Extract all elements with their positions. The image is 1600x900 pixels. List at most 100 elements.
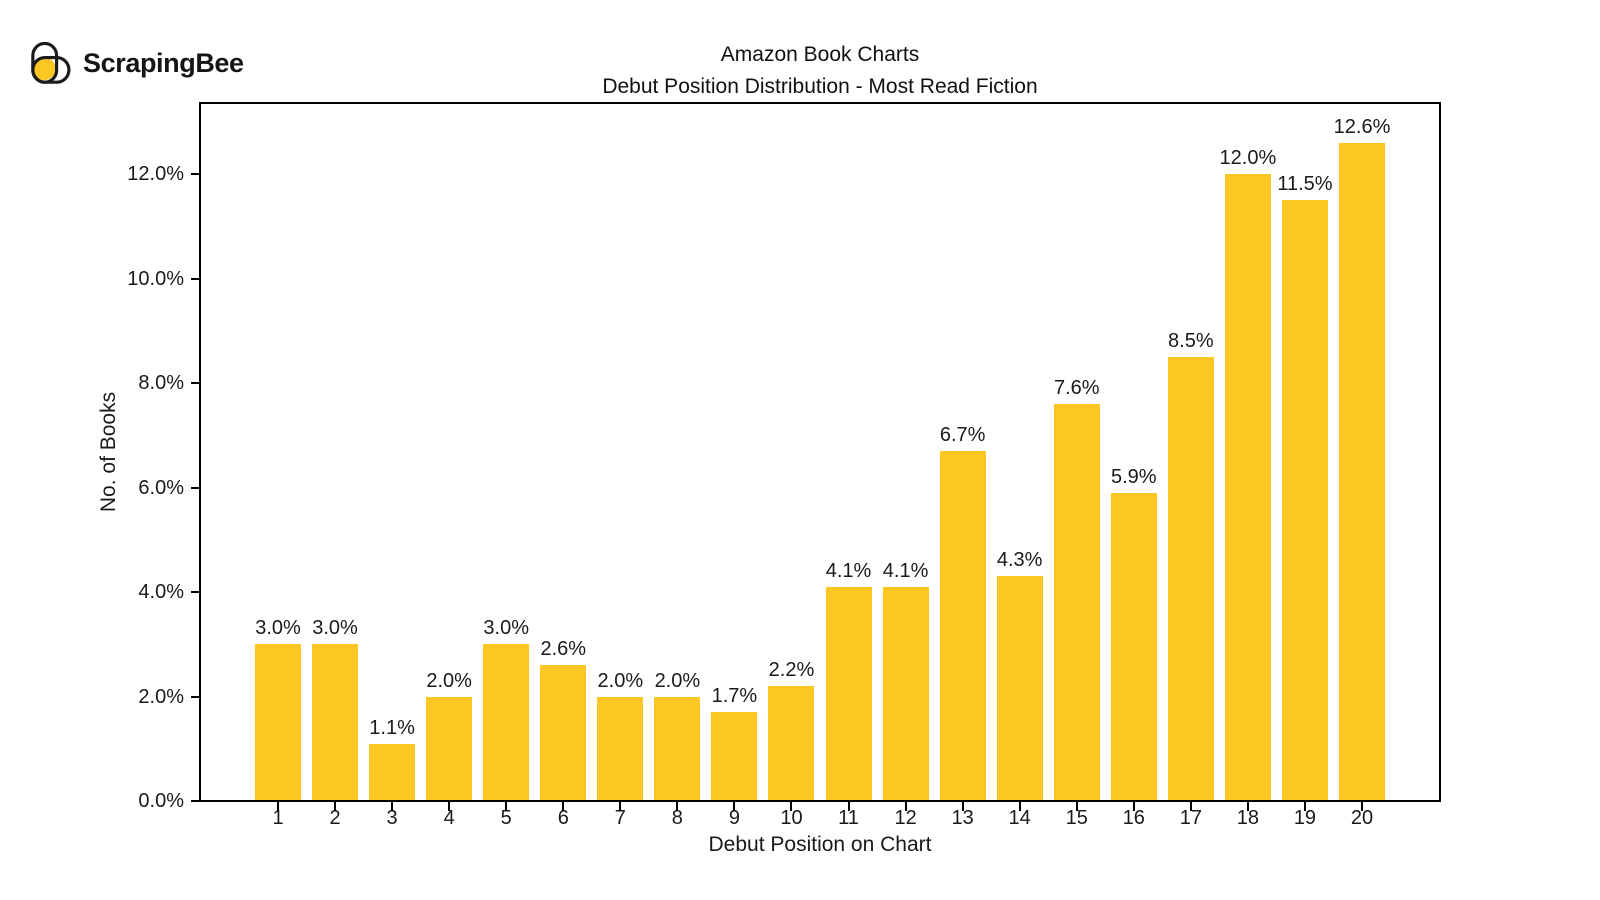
x-tick-label: 7 <box>614 807 626 829</box>
bar <box>939 450 986 801</box>
x-axis-label: Debut Position on Chart <box>708 833 932 856</box>
logo-yellow-circle <box>32 57 56 81</box>
bar-value-label: 8.5% <box>1168 329 1214 352</box>
bar <box>654 696 701 801</box>
x-tick <box>562 802 565 811</box>
x-tick <box>277 802 279 811</box>
y-tick-label: 8.0% <box>138 372 184 395</box>
x-tick <box>1189 802 1192 811</box>
bar <box>540 665 587 801</box>
y-tick <box>191 173 200 176</box>
x-tick <box>961 802 964 811</box>
x-tick <box>904 802 907 811</box>
bar-value-label: 4.1% <box>825 559 872 582</box>
scrapingbee-logo: ScrapingBee <box>28 38 244 88</box>
bar-value-label: 7.6% <box>1053 376 1100 399</box>
bar-value-label: 4.1% <box>882 559 929 582</box>
bar <box>1053 403 1100 801</box>
bar <box>597 696 644 801</box>
x-tick <box>505 802 508 811</box>
chart-title: Amazon Book Charts <box>720 43 920 66</box>
y-tick <box>191 277 200 280</box>
bar-value-label: 4.3% <box>996 549 1043 572</box>
bar-value-label: 11.5% <box>1277 173 1333 196</box>
bar-value-label: 3.0% <box>483 617 529 640</box>
bar-value-label: 5.9% <box>1110 465 1157 488</box>
y-tick <box>191 695 200 698</box>
x-tick <box>847 802 850 811</box>
x-tick-label: 11 <box>838 807 859 829</box>
chart-subtitle: Debut Position Distribution - Most Read … <box>602 75 1038 98</box>
y-tick-label: 12.0% <box>127 163 184 186</box>
x-tick <box>619 802 622 811</box>
x-tick <box>1075 802 1078 811</box>
x-tick-label: 10 <box>780 807 803 829</box>
bar-value-label: 3.0% <box>312 617 358 640</box>
bar <box>768 686 815 801</box>
x-tick-label: 4 <box>443 807 455 829</box>
bar <box>996 576 1043 801</box>
y-tick <box>191 591 200 594</box>
bar-value-label: 1.1% <box>369 716 415 739</box>
bar-value-label: 2.6% <box>540 638 587 661</box>
x-tick-label: 14 <box>1008 807 1031 829</box>
y-axis-label: No. of Books <box>97 391 120 513</box>
bar-value-label: 2.2% <box>768 659 815 682</box>
x-tick-label: 17 <box>1179 807 1202 829</box>
x-tick <box>1018 802 1021 811</box>
bar <box>1167 356 1214 801</box>
bar-value-label: 2.0% <box>597 669 644 692</box>
bar <box>711 712 758 801</box>
y-tick-label: 6.0% <box>138 476 184 499</box>
x-tick-label: 16 <box>1122 807 1145 829</box>
bar <box>825 586 872 801</box>
bar-value-label: 6.7% <box>939 423 986 446</box>
x-tick <box>448 802 451 811</box>
x-tick-label: 9 <box>728 807 740 829</box>
bar <box>426 696 473 801</box>
bar <box>483 644 530 801</box>
y-tick-label: 4.0% <box>138 581 184 604</box>
x-tick-label: 12 <box>894 807 917 829</box>
x-tick <box>1361 802 1363 811</box>
x-tick <box>391 802 394 811</box>
x-tick-label: 20 <box>1350 807 1374 829</box>
bar-value-label: 2.0% <box>426 669 472 692</box>
scrapingbee-logo-icon <box>31 41 71 84</box>
bar <box>255 644 301 801</box>
y-tick <box>191 382 200 385</box>
x-tick <box>676 802 679 811</box>
x-tick <box>733 802 736 811</box>
bar <box>369 743 416 801</box>
y-tick <box>191 800 200 802</box>
bar-value-label: 12.0% <box>1219 147 1277 170</box>
y-tick-label: 0.0% <box>138 790 184 812</box>
bar <box>1224 174 1271 801</box>
x-tick-label: 19 <box>1293 807 1317 829</box>
x-tick-label: 8 <box>671 807 683 829</box>
x-tick-label: 13 <box>951 807 974 829</box>
x-tick <box>1132 802 1135 811</box>
bar-value-label: 12.6% <box>1333 115 1391 138</box>
bar <box>1339 142 1385 801</box>
x-tick-label: 18 <box>1236 807 1260 829</box>
bar <box>1110 492 1157 801</box>
x-tick-label: 3 <box>386 807 398 829</box>
y-tick <box>191 486 200 489</box>
x-tick-label: 1 <box>272 807 284 829</box>
x-tick-label: 15 <box>1065 807 1088 829</box>
x-tick-label: 6 <box>557 807 569 829</box>
bar <box>312 644 359 801</box>
x-tick-label: 5 <box>500 807 512 829</box>
bar <box>1281 200 1328 801</box>
bar <box>882 586 929 801</box>
bar-value-label: 3.0% <box>255 617 301 640</box>
x-tick-label: 2 <box>329 807 341 829</box>
x-tick <box>790 802 793 811</box>
x-tick <box>1246 802 1249 811</box>
logo-text: ScrapingBee <box>83 47 244 78</box>
bar-value-label: 1.7% <box>711 685 758 708</box>
y-tick-label: 10.0% <box>127 267 184 290</box>
y-tick-label: 2.0% <box>138 685 184 708</box>
